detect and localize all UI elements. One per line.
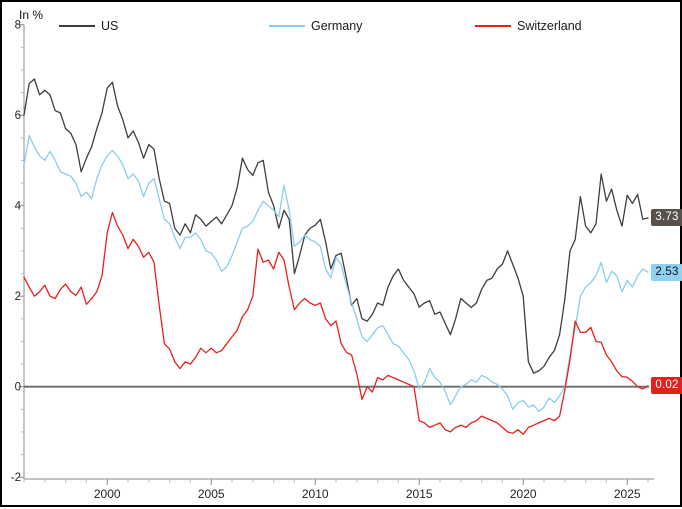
y-tick-label: -2 bbox=[11, 472, 21, 484]
switzerland-end-value-badge: 0.02 bbox=[651, 377, 682, 395]
germany-line-marker bbox=[269, 25, 305, 27]
y-tick-label: 6 bbox=[15, 110, 21, 122]
x-tick-label: 2025 bbox=[614, 487, 641, 501]
switzerland-series-line bbox=[23, 211, 649, 435]
us-end-value-badge: 3.73 bbox=[651, 209, 682, 227]
x-tick-label: 2005 bbox=[198, 487, 225, 501]
y-tick-label: 4 bbox=[15, 201, 22, 213]
x-tick-label: 2020 bbox=[510, 487, 537, 501]
legend-item-switzerland: Switzerland bbox=[475, 16, 582, 36]
us-series-line bbox=[23, 78, 649, 374]
y-tick-label: 8 bbox=[15, 20, 21, 32]
y-tick-label: 2 bbox=[15, 291, 21, 303]
x-tick-label: 2000 bbox=[94, 487, 121, 501]
y-axis-title: In % bbox=[19, 8, 44, 22]
germany-series-line bbox=[23, 134, 649, 413]
legend-item-us: US bbox=[59, 16, 118, 36]
legend-label-switzerland: Switzerland bbox=[517, 19, 582, 33]
us-line-marker bbox=[59, 25, 95, 27]
x-tick-label: 2015 bbox=[406, 487, 433, 501]
legend-label-us: US bbox=[101, 19, 119, 33]
legend-label-germany: Germany bbox=[311, 19, 363, 33]
legend-item-germany: Germany bbox=[269, 16, 362, 36]
x-tick-label: 2010 bbox=[302, 487, 329, 501]
germany-end-value-badge: 2.53 bbox=[651, 263, 682, 281]
switzerland-line-marker bbox=[475, 25, 511, 27]
y-tick-label: 0 bbox=[15, 382, 21, 394]
